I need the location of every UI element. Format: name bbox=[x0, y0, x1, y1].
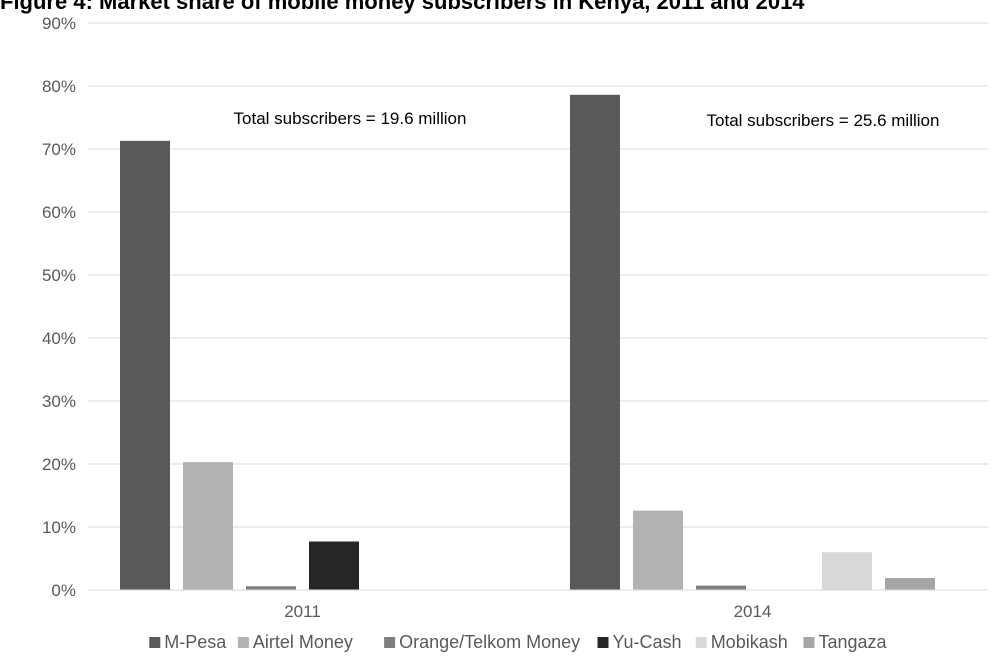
y-tick-label: 20% bbox=[42, 455, 76, 474]
legend-label: Orange/Telkom Money bbox=[399, 632, 580, 652]
bar bbox=[183, 462, 233, 590]
bar bbox=[309, 541, 359, 590]
bar bbox=[696, 585, 746, 590]
y-tick-label: 40% bbox=[42, 329, 76, 348]
y-tick-label: 90% bbox=[42, 14, 76, 33]
bar bbox=[633, 510, 683, 590]
annotations: Total subscribers = 19.6 million Total su… bbox=[234, 109, 940, 130]
annotation: Total subscribers = 19.6 million bbox=[234, 109, 467, 128]
legend-label: M-Pesa bbox=[164, 632, 227, 652]
legend-label: Tangaza bbox=[819, 632, 888, 652]
legend-swatch bbox=[695, 637, 707, 648]
y-tick-label: 70% bbox=[42, 140, 76, 159]
y-tick-label: 0% bbox=[51, 581, 76, 600]
y-tick-label: 50% bbox=[42, 266, 76, 285]
annotation: Total subscribers = 25.6 million bbox=[707, 111, 940, 130]
gridlines bbox=[88, 22, 988, 528]
x-axis-ticks: 2011 2014 bbox=[284, 602, 771, 621]
legend: M-Pesa Airtel Money Orange/Telkom Money Yu-… bbox=[149, 632, 888, 652]
bar bbox=[120, 140, 170, 590]
x-tick-label: 2014 bbox=[734, 602, 772, 621]
y-tick-label: 60% bbox=[42, 203, 76, 222]
y-tick-label: 30% bbox=[42, 392, 76, 411]
x-tick-label: 2011 bbox=[284, 602, 321, 621]
bar bbox=[885, 578, 935, 590]
bar bbox=[822, 552, 872, 590]
chart-title: Figure 4: Market share of mobile money s… bbox=[0, 0, 805, 14]
bar bbox=[246, 586, 296, 590]
y-tick-label: 10% bbox=[42, 518, 76, 537]
legend-label: Airtel Money bbox=[253, 632, 353, 652]
legend-swatch bbox=[384, 637, 396, 648]
legend-label: Mobikash bbox=[711, 632, 788, 652]
y-axis-ticks: 0% 10% 20% 30% 40% 50% 60% 70% 80% 90% bbox=[42, 14, 76, 600]
y-tick-label: 80% bbox=[42, 77, 76, 96]
legend-swatch bbox=[237, 637, 249, 648]
bars bbox=[120, 94, 935, 590]
legend-swatch bbox=[803, 637, 815, 648]
legend-label: Yu-Cash bbox=[613, 632, 682, 652]
legend-swatch bbox=[597, 637, 609, 648]
legend-swatch bbox=[149, 637, 161, 648]
bar bbox=[570, 94, 620, 590]
